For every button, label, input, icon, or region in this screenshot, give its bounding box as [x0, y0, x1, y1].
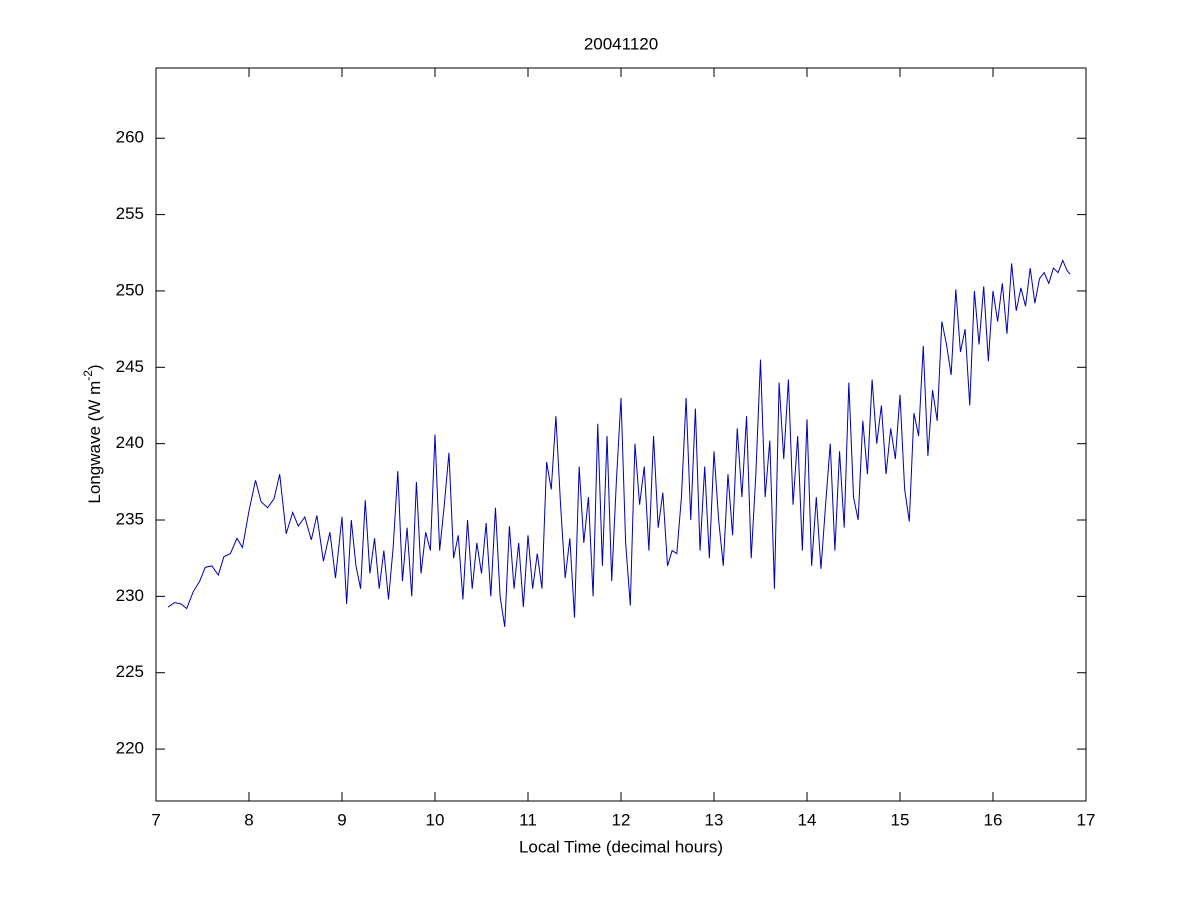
y-axis-label-close: ) — [85, 364, 104, 370]
x-tick-label: 16 — [984, 810, 1003, 829]
x-tick-label: 9 — [337, 810, 346, 829]
y-axis-label-text: Longwave (W m — [85, 381, 104, 504]
x-tick-label: 13 — [705, 810, 724, 829]
y-tick-label: 240 — [116, 433, 144, 452]
x-tick-label: 11 — [519, 810, 537, 829]
x-tick-label: 15 — [891, 810, 910, 829]
y-tick-label: 225 — [116, 662, 144, 681]
y-tick-label: 260 — [116, 128, 144, 147]
x-tick-label: 12 — [612, 810, 631, 829]
y-tick-label: 245 — [116, 357, 144, 376]
data-line — [167, 259, 1071, 627]
chart-title: 20041120 — [584, 34, 658, 53]
y-axis-label: Longwave (W m-2) — [81, 364, 104, 503]
y-tick-label: 235 — [116, 510, 144, 529]
x-axis-label: Local Time (decimal hours) — [519, 837, 723, 856]
y-axis-label-superscript: -2 — [81, 370, 95, 381]
x-tick-label: 17 — [1077, 810, 1096, 829]
x-tick-label: 7 — [151, 810, 160, 829]
y-tick-label: 250 — [116, 280, 144, 299]
x-tick-label: 14 — [798, 810, 817, 829]
x-tick-label: 8 — [244, 810, 253, 829]
plot-frame — [155, 67, 1087, 802]
y-tick-label: 220 — [116, 739, 144, 758]
x-tick-label: 10 — [426, 810, 445, 829]
y-tick-label: 230 — [116, 586, 144, 605]
y-tick-label: 255 — [116, 204, 144, 223]
